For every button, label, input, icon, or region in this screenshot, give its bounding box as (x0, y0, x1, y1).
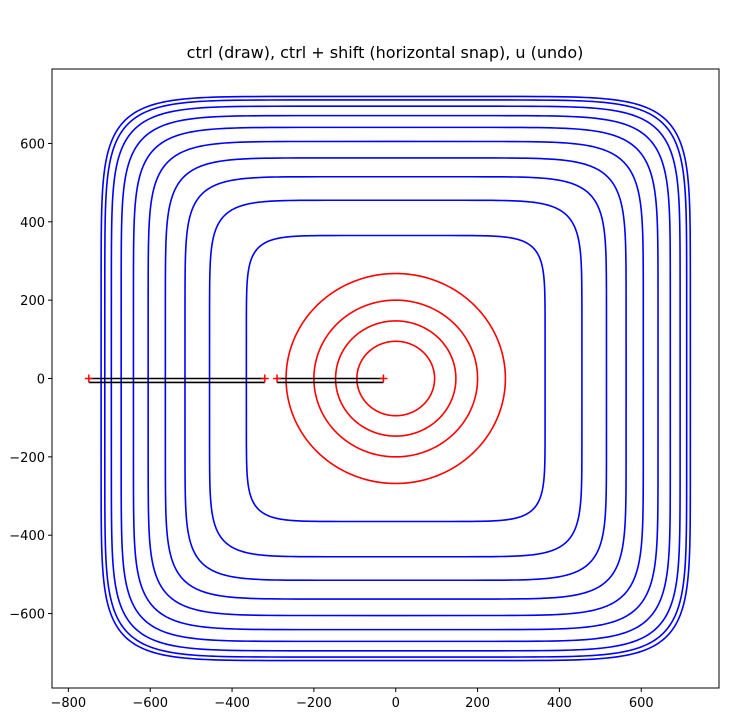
x-tick-label: −600 (132, 696, 168, 711)
y-tick-label: 600 (20, 137, 45, 152)
y-tick-label: 200 (20, 294, 45, 309)
x-tick-label: −200 (296, 696, 332, 711)
y-tick-label: −200 (9, 451, 45, 466)
x-tick-label: 600 (629, 696, 654, 711)
point-marker-4 (379, 374, 388, 383)
axes: −800 −600 −400 −200 0 200 400 600 −600 −400 −200 0 2… (9, 68, 720, 711)
y-tick-label: −600 (9, 608, 45, 623)
y-tick-label: 0 (37, 373, 45, 388)
point-marker-3 (273, 374, 282, 383)
x-tick-label: 400 (547, 696, 572, 711)
x-tick-label: −400 (214, 696, 250, 711)
plot-area (84, 95, 692, 662)
x-tick-label: −800 (51, 696, 87, 711)
y-tick-label: 400 (20, 216, 45, 231)
x-tick-label: 0 (392, 696, 400, 711)
chart-title: ctrl (draw), ctrl + shift (horizontal sn… (187, 43, 584, 62)
y-tick-label: −400 (9, 529, 45, 544)
x-tick-label: 200 (465, 696, 490, 711)
point-marker-1 (84, 374, 93, 383)
point-marker-2 (260, 374, 269, 383)
